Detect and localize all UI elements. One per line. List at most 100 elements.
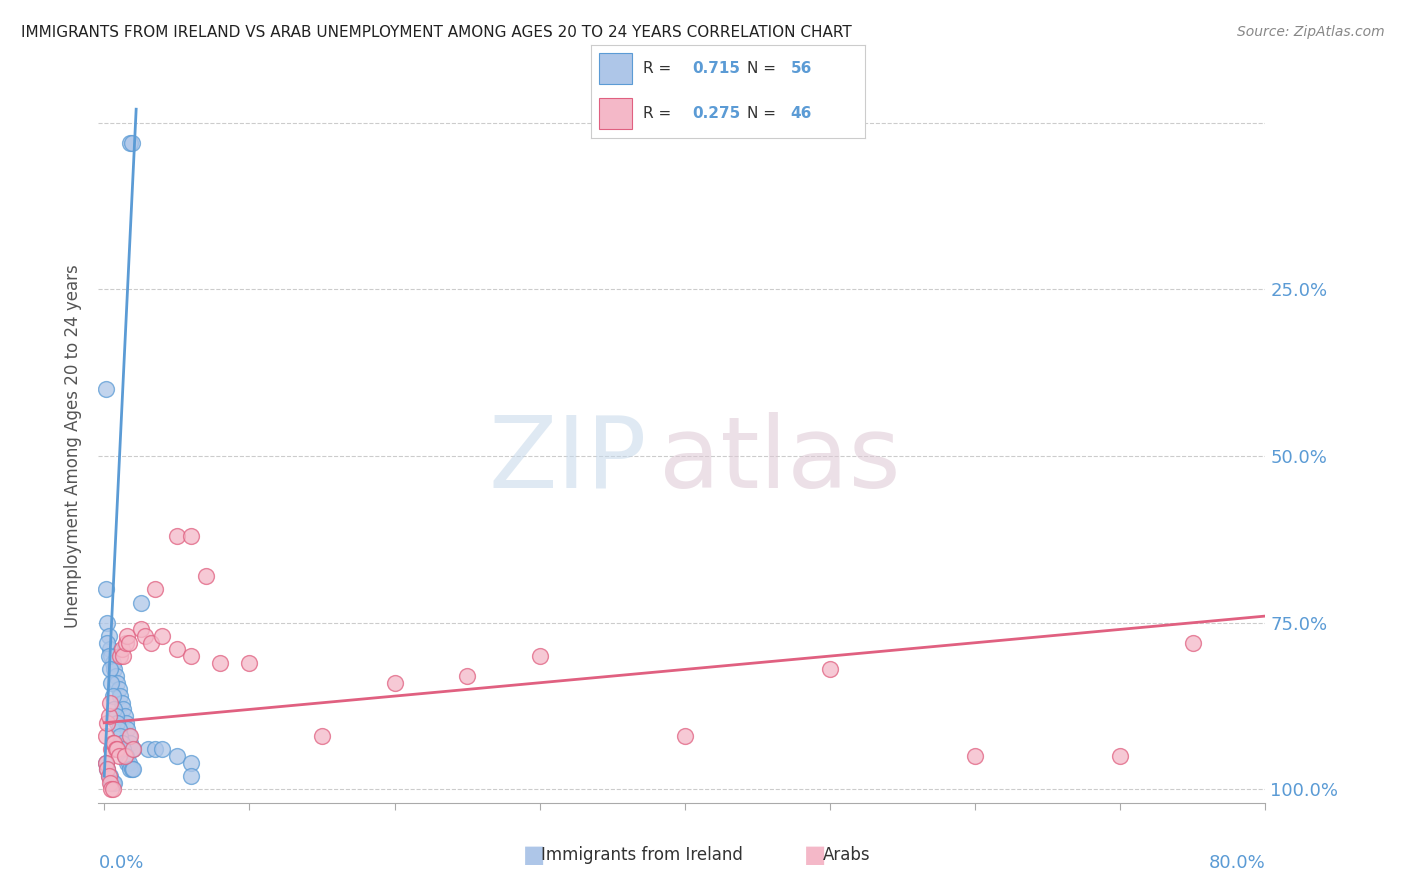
Point [100, 675, 122, 690]
Point [114, 749, 136, 764]
Text: Source: ZipAtlas.com: Source: ZipAtlas.com [1237, 25, 1385, 39]
Text: atlas: atlas [658, 412, 900, 508]
Point [105, 715, 128, 730]
Bar [599, 53, 631, 84]
Point [108, 649, 131, 664]
Text: N =: N = [747, 61, 780, 76]
Point [101, 782, 124, 797]
Point [111, 642, 134, 657]
Point [107, 682, 129, 697]
Text: N =: N = [747, 106, 780, 121]
Point [150, 742, 173, 756]
Point [101, 689, 124, 703]
Point [94, 382, 117, 396]
Point [456, 669, 478, 683]
Text: ■: ■ [804, 843, 827, 866]
Point [111, 736, 134, 750]
Point [166, 529, 188, 543]
Point [166, 642, 188, 657]
Point [118, 756, 141, 770]
Point [120, 736, 142, 750]
Point [97, 709, 120, 723]
Point [115, 749, 138, 764]
Point [965, 749, 987, 764]
Point [96, 615, 118, 630]
Point [139, 636, 162, 650]
Point [150, 629, 173, 643]
Point [111, 696, 134, 710]
Bar [599, 98, 631, 129]
Text: 56: 56 [790, 61, 813, 76]
Point [143, 582, 166, 597]
Point [97, 769, 120, 783]
Point [118, 729, 141, 743]
Point [94, 756, 117, 770]
Point [103, 662, 125, 676]
Point [121, 763, 143, 777]
Point [97, 629, 120, 643]
Point [96, 763, 118, 777]
Point [129, 623, 152, 637]
Y-axis label: Unemployment Among Ages 20 to 24 years: Unemployment Among Ages 20 to 24 years [65, 264, 83, 628]
Point [180, 769, 202, 783]
Point [117, 756, 139, 770]
Point [100, 649, 122, 664]
Point [112, 702, 135, 716]
Point [94, 756, 117, 770]
Point [112, 649, 135, 664]
Point [136, 742, 159, 756]
Point [101, 776, 124, 790]
Point [94, 729, 117, 743]
Point [121, 742, 143, 756]
Point [818, 662, 841, 676]
Text: ZIP: ZIP [488, 412, 647, 508]
Point [1181, 636, 1204, 650]
Point [101, 656, 124, 670]
Point [103, 702, 125, 716]
Text: 0.715: 0.715 [692, 61, 740, 76]
Point [100, 776, 122, 790]
Point [98, 642, 121, 657]
Point [98, 696, 121, 710]
Text: R =: R = [643, 61, 676, 76]
Point [120, 136, 142, 150]
Point [97, 649, 120, 664]
Point [104, 709, 127, 723]
Text: Arabs: Arabs [823, 846, 870, 863]
Point [129, 596, 152, 610]
Point [209, 656, 232, 670]
Point [122, 742, 145, 756]
Text: IMMIGRANTS FROM IRELAND VS ARAB UNEMPLOYMENT AMONG AGES 20 TO 24 YEARS CORRELATI: IMMIGRANTS FROM IRELAND VS ARAB UNEMPLOY… [21, 25, 852, 40]
Point [97, 769, 120, 783]
Point [98, 662, 121, 676]
Point [238, 656, 260, 670]
Point [1109, 749, 1132, 764]
Point [94, 582, 117, 597]
Text: Immigrants from Ireland: Immigrants from Ireland [541, 846, 744, 863]
Point [134, 629, 156, 643]
Point [105, 675, 128, 690]
Point [194, 569, 217, 583]
Point [122, 742, 145, 756]
Point [118, 636, 141, 650]
Point [104, 669, 127, 683]
Point [96, 636, 118, 650]
Point [103, 736, 125, 750]
Text: 0.275: 0.275 [692, 106, 740, 121]
Point [117, 629, 139, 643]
Point [115, 715, 138, 730]
Point [103, 776, 125, 790]
Point [122, 763, 145, 777]
Point [96, 715, 118, 730]
Point [107, 723, 129, 737]
Point [101, 736, 124, 750]
Point [112, 742, 135, 756]
Point [98, 776, 121, 790]
Point [100, 782, 122, 797]
Point [311, 729, 333, 743]
Point [166, 749, 188, 764]
Point [100, 742, 122, 756]
Point [114, 709, 136, 723]
Point [180, 649, 202, 664]
Point [105, 742, 128, 756]
